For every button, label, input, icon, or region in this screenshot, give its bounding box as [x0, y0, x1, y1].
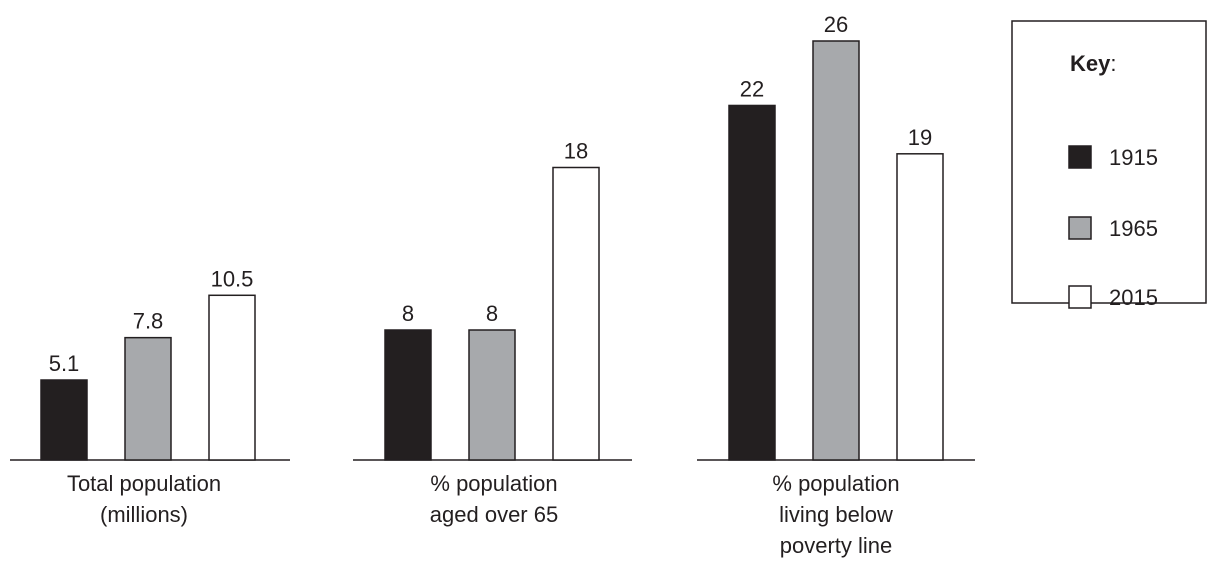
bar-1965 — [812, 40, 860, 461]
bar-group-3: 22 26 19 % population living below poverty li… — [697, 12, 975, 558]
data-label: 5.1 — [49, 351, 80, 376]
legend-title-bold: Key — [1070, 51, 1111, 76]
legend-title-colon: : — [1110, 51, 1116, 76]
bar-2015 — [208, 294, 256, 461]
legend-title: Key: — [1070, 51, 1116, 76]
bar-2015 — [896, 153, 944, 461]
data-label: 8 — [402, 301, 414, 326]
group-label-line: Total population — [67, 471, 221, 496]
bar-1965 — [468, 329, 516, 461]
bar-1915 — [40, 379, 88, 461]
chart-legend: Key: 1915 1965 2015 — [1011, 20, 1207, 310]
data-label: 7.8 — [133, 309, 164, 334]
group-label-line: living below — [779, 502, 893, 527]
data-label: 22 — [740, 76, 764, 101]
bar-group-2: 8 8 18 % population aged over 65 — [353, 139, 632, 527]
legend-label-1915: 1915 — [1109, 145, 1158, 170]
group-label-line: (millions) — [100, 502, 188, 527]
bar-2015 — [552, 166, 600, 461]
bar-1915 — [728, 104, 776, 461]
data-label: 26 — [824, 12, 848, 37]
legend-swatch-1965 — [1068, 216, 1092, 240]
chart-groups: 5.1 7.8 10.5 Total population (millions) 8 8 18… — [10, 12, 975, 558]
group-label-line: % population — [430, 471, 557, 496]
data-label: 19 — [908, 125, 932, 150]
group-label-line: aged over 65 — [430, 502, 558, 527]
group-label-line: poverty line — [780, 533, 893, 558]
data-label: 10.5 — [211, 266, 254, 291]
data-label: 8 — [486, 301, 498, 326]
legend-label-1965: 1965 — [1109, 216, 1158, 241]
legend-box — [1011, 20, 1207, 304]
legend-label-2015: 2015 — [1109, 285, 1158, 310]
legend-swatch-1915 — [1068, 145, 1092, 169]
bar-1965 — [124, 336, 172, 461]
bar-group-1: 5.1 7.8 10.5 Total population (millions) — [10, 266, 290, 527]
data-label: 18 — [564, 139, 588, 164]
bar-1915 — [384, 329, 432, 461]
legend-swatch-2015 — [1068, 285, 1092, 309]
group-label-line: % population — [772, 471, 899, 496]
